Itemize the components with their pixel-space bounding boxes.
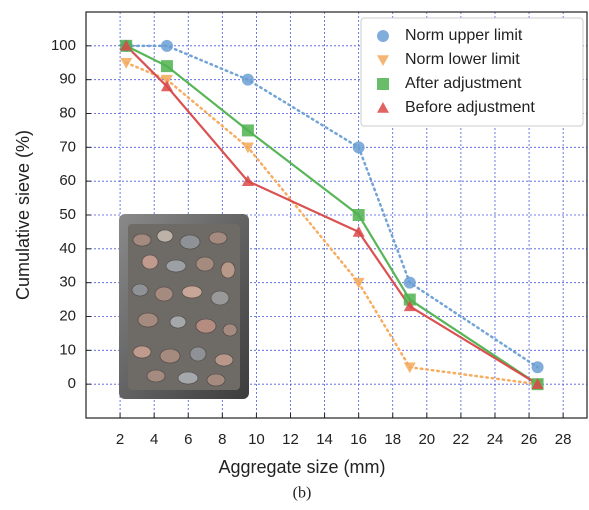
series-line xyxy=(125,44,539,386)
x-tick-label: 24 xyxy=(487,431,504,448)
data-point xyxy=(160,80,173,92)
legend-marker xyxy=(377,102,389,113)
x-tick-label: 16 xyxy=(350,431,367,448)
inset-photo xyxy=(119,214,249,399)
x-tick-label: 14 xyxy=(316,431,333,448)
data-point xyxy=(120,57,133,69)
data-point xyxy=(403,362,416,374)
legend-marker xyxy=(377,30,389,42)
data-point xyxy=(352,277,365,289)
data-point xyxy=(160,74,173,86)
legend-box xyxy=(360,17,584,127)
data-point xyxy=(352,141,365,154)
legend-label: Before adjustment xyxy=(405,99,535,116)
y-tick-label: 80 xyxy=(59,104,76,121)
legend-label: After adjustment xyxy=(405,75,522,92)
y-tick-label: 70 xyxy=(59,138,76,155)
x-axis-label: Aggregate size (mm) xyxy=(218,457,385,477)
y-axis-label: Cumulative sieve (%) xyxy=(13,130,33,300)
y-tick-label: 30 xyxy=(59,274,76,291)
series-line xyxy=(125,44,539,386)
x-tick-label: 8 xyxy=(218,431,226,448)
x-tick-label: 22 xyxy=(453,431,470,448)
x-tick-label: 12 xyxy=(282,431,299,448)
y-tick-label: 100 xyxy=(51,37,76,54)
data-point xyxy=(403,300,416,312)
data-point xyxy=(352,225,365,237)
legend-marker xyxy=(377,55,389,66)
legend-label: Norm lower limit xyxy=(405,51,520,68)
plot-frame xyxy=(85,11,588,419)
y-tick-label: 40 xyxy=(59,240,76,257)
caption: (b) xyxy=(293,485,312,502)
data-point xyxy=(241,73,254,86)
data-point xyxy=(403,293,416,306)
data-point xyxy=(241,175,254,186)
y-tick-label: 20 xyxy=(59,307,76,324)
x-tick-label: 2 xyxy=(116,431,124,448)
y-tick-label: 50 xyxy=(59,206,76,223)
data-point xyxy=(241,142,254,154)
y-tick-label: 10 xyxy=(59,341,76,358)
x-tick-label: 4 xyxy=(150,431,158,448)
x-tick-label: 10 xyxy=(248,431,265,448)
data-point xyxy=(352,209,365,221)
data-point xyxy=(403,276,416,289)
series-line xyxy=(124,61,539,386)
x-tick-label: 6 xyxy=(184,431,192,448)
data-point xyxy=(120,39,133,51)
data-point xyxy=(531,361,544,374)
series-line xyxy=(124,44,539,369)
y-tick-label: 0 xyxy=(68,375,76,392)
x-tick-label: 20 xyxy=(418,431,435,448)
x-tick-label: 18 xyxy=(384,431,401,448)
x-tick-label: 28 xyxy=(555,431,572,448)
x-tick-label: 26 xyxy=(521,431,538,448)
data-point xyxy=(160,39,173,52)
data-point xyxy=(160,60,173,73)
y-tick-label: 60 xyxy=(59,172,76,189)
data-point xyxy=(531,378,544,389)
legend-label: Norm upper limit xyxy=(405,27,523,44)
data-point xyxy=(241,124,254,137)
y-tick-label: 90 xyxy=(59,71,76,88)
legend-marker xyxy=(377,78,389,90)
